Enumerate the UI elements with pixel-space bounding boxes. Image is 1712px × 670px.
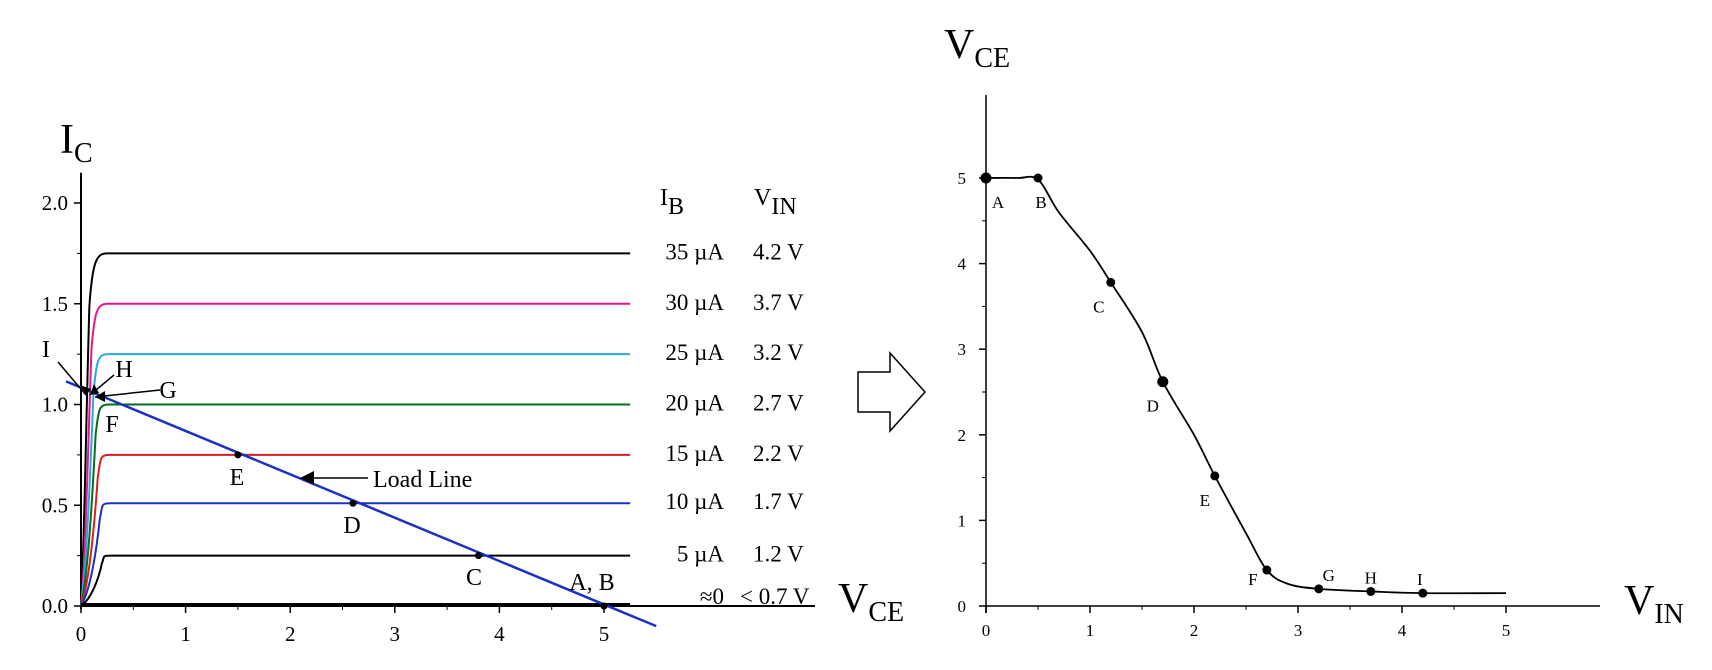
x-tick-label: 0 (982, 621, 991, 640)
vtc-point (1033, 173, 1043, 183)
x-tick-label: 4 (494, 622, 505, 646)
pointer-head-g (95, 391, 105, 402)
y-tick-label: 3 (958, 340, 967, 359)
load-line-arrow-head (300, 471, 314, 485)
y-tick-label: 2.0 (42, 191, 68, 215)
x-tick-label: 2 (285, 622, 296, 646)
operating-point-label: F (105, 412, 118, 438)
y-tick-label: 1.0 (42, 393, 68, 417)
x-axis-label: VIN (1624, 578, 1684, 630)
vin-value: 3.7 V (753, 290, 804, 315)
ib-value: 30 µA (665, 290, 724, 315)
operating-point-label: G (159, 378, 176, 404)
y-tick-label: 5 (958, 169, 967, 188)
load-line (65, 380, 657, 628)
ic-curve-series (80, 353, 631, 607)
vin-value: 1.7 V (753, 489, 804, 514)
pointer-line-i (57, 361, 87, 396)
y-tick-label: 0.5 (42, 493, 68, 517)
y-tick-label: 1.5 (42, 292, 68, 316)
x-tick-label: 3 (1294, 621, 1303, 640)
operating-point-label: A, B (569, 570, 614, 596)
x-tick-label: 1 (1086, 621, 1095, 640)
vtc-point (1314, 584, 1324, 594)
vtc-point-label: A (992, 193, 1005, 212)
pointer-head-i (80, 385, 91, 395)
ic-curve-series (80, 302, 631, 607)
ib-value: 20 µA (665, 391, 724, 416)
operating-point (349, 499, 357, 507)
vtc-point (980, 172, 992, 184)
ib-header: IB (660, 185, 684, 220)
y-axis-label: VCE (944, 22, 1010, 74)
transfer-curve (985, 175, 1507, 595)
operating-point-label: H (115, 357, 132, 383)
ib-value: ≈0 (700, 584, 724, 609)
vce-vin-chart: 0 1 2 3 4 5 0 1 2 3 4 5 VCE VIN A B C D E F G H I (944, 22, 1684, 640)
operating-point (600, 602, 608, 610)
vtc-point-label: C (1093, 297, 1104, 316)
vtc-point-label: E (1200, 491, 1210, 510)
arrow-shape (857, 351, 927, 433)
operating-point (474, 552, 482, 560)
vtc-point-label: D (1147, 397, 1159, 416)
ic-curve-series (80, 554, 631, 607)
x-axis-label: VCE (838, 576, 904, 628)
vtc-point (1366, 586, 1376, 596)
vtc-point (1210, 471, 1220, 481)
vin-header: VIN (754, 185, 797, 220)
x-tick-label: 4 (1398, 621, 1407, 640)
vtc-point (1262, 565, 1272, 575)
vtc-point-label: H (1365, 568, 1377, 587)
operating-point-label: I (42, 337, 50, 363)
vin-value: < 0.7 V (740, 584, 810, 609)
vtc-point (1418, 588, 1428, 598)
x-tick-label: 0 (76, 622, 87, 646)
x-tick-label: 5 (1502, 621, 1511, 640)
vtc-point-label: F (1248, 570, 1257, 589)
vin-value: 4.2 V (753, 239, 804, 264)
load-line-label: Load Line (373, 467, 472, 493)
vtc-point-label: G (1323, 566, 1335, 585)
ib-value: 15 µA (665, 441, 724, 466)
transition-arrow (857, 351, 927, 433)
ic-curve-series (80, 403, 631, 607)
vin-value: 1.2 V (753, 542, 804, 567)
vtc-point-label: I (1417, 570, 1423, 589)
ib-value: 35 µA (665, 239, 724, 264)
ic-vce-chart: 0.0 0.5 1.0 1.5 2.0 0 1 2 3 4 5 IC VCE Load Line A, B C… (42, 117, 904, 646)
operating-point (234, 451, 242, 459)
ib-value: 5 µA (677, 542, 725, 567)
x-tick-label: 3 (390, 622, 401, 646)
vin-value: 2.2 V (753, 441, 804, 466)
y-axis-label: IC (60, 117, 93, 169)
vtc-point (1157, 376, 1169, 388)
operating-point-label: C (466, 565, 482, 591)
y-tick-label: 0 (958, 597, 967, 616)
pointer-line-g (94, 389, 161, 398)
x-tick-label: 5 (599, 622, 610, 646)
pointer-head-h (90, 384, 99, 395)
ic-curve-series (80, 502, 631, 607)
operating-point-label: E (230, 465, 245, 491)
ib-value: 25 µA (665, 340, 724, 365)
x-tick-label: 2 (1190, 621, 1199, 640)
vtc-point-label: B (1035, 193, 1046, 212)
ic-curve-series (80, 453, 631, 607)
ic-curve-series (80, 252, 631, 607)
y-tick-label: 1 (958, 511, 967, 530)
vtc-point (1106, 277, 1116, 287)
y-tick-label: 0.0 (42, 594, 68, 618)
x-tick-label: 1 (180, 622, 191, 646)
operating-point-label: D (343, 513, 360, 539)
y-tick-label: 2 (958, 426, 967, 445)
ib-value: 10 µA (665, 489, 724, 514)
vin-value: 2.7 V (753, 391, 804, 416)
vin-value: 3.2 V (753, 340, 804, 365)
y-tick-label: 4 (958, 255, 967, 274)
